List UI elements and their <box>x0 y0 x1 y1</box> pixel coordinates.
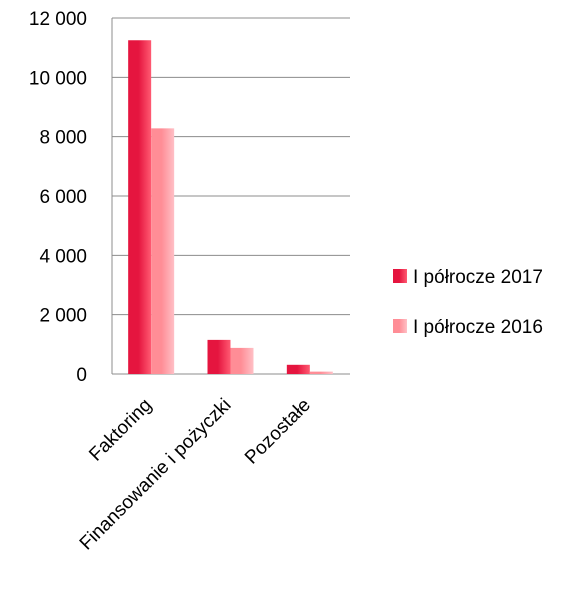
y-tick-label: 10 000 <box>29 68 87 89</box>
legend-label: I półrocze 2016 <box>413 317 543 338</box>
bar-series-2 <box>309 371 333 374</box>
bar-series-2 <box>230 347 254 374</box>
bars <box>128 40 333 374</box>
x-tick-label: Pozostałe <box>241 395 315 469</box>
x-tick-label: Faktoring <box>85 395 156 466</box>
y-tick-labels: 0 2 000 4 000 6 000 8 000 10 000 12 000 <box>29 9 87 386</box>
bar-series-1 <box>207 339 231 374</box>
legend: I półrocze 2017 I półrocze 2016 <box>393 267 543 338</box>
bar-series-1 <box>128 40 152 374</box>
y-tick-label: 2 000 <box>39 306 87 327</box>
bar-series-2 <box>151 128 175 374</box>
legend-swatch <box>393 269 407 283</box>
y-tick-label: 0 <box>76 365 87 386</box>
y-tick-label: 6 000 <box>39 187 87 208</box>
x-tick-label: Finansowanie i pożyczki <box>76 395 236 555</box>
legend-label: I półrocze 2017 <box>413 267 543 288</box>
legend-swatch <box>393 319 407 333</box>
bar-series-1 <box>286 364 310 374</box>
y-tick-label: 8 000 <box>39 128 87 149</box>
y-tick-label: 12 000 <box>29 9 87 30</box>
y-tick-label: 4 000 <box>39 246 87 267</box>
